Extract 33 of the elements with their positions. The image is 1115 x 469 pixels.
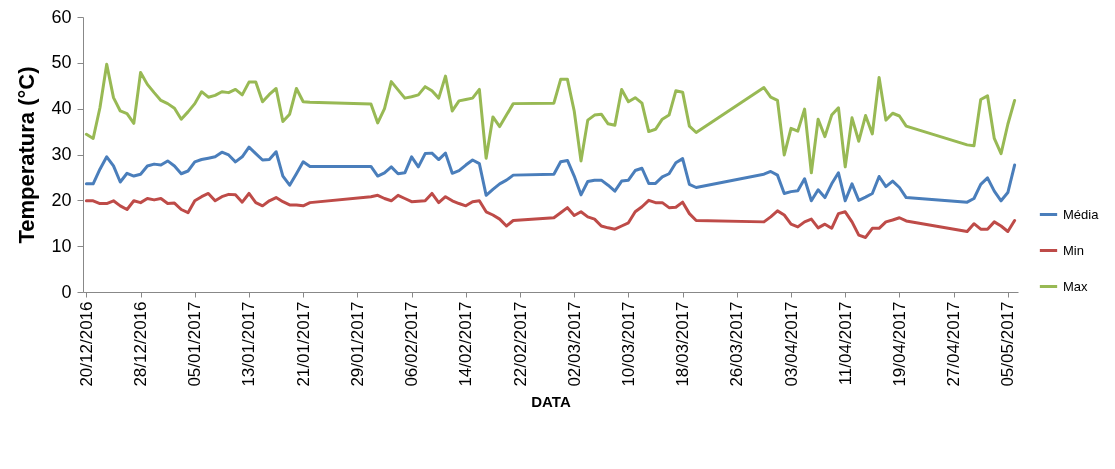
x-tick-label: 29/01/2017 (347, 301, 367, 387)
y-tick-label: 50 (51, 52, 72, 73)
line-series (84, 191, 1017, 239)
line-series (84, 145, 1017, 204)
y-tick-label: 20 (51, 189, 72, 210)
x-axis-title: DATA (531, 392, 571, 410)
y-tick-label: 0 (61, 281, 72, 302)
x-tick-label: 10/03/2017 (618, 301, 638, 387)
x-tick-label: 05/05/2017 (998, 301, 1018, 387)
y-tick-label: 40 (51, 98, 72, 119)
x-tick-label: 21/01/2017 (293, 301, 313, 387)
x-tick-label: 11/04/2017 (835, 301, 855, 386)
line-series (84, 62, 1017, 175)
y-tick-label: 30 (51, 144, 72, 164)
x-tick-label: 14/02/2017 (456, 301, 476, 387)
x-tick-label: 20/12/2016 (76, 301, 96, 387)
x-tick-label: 19/04/2017 (889, 301, 909, 387)
y-tick-label: 60 (51, 6, 72, 27)
x-tick-label: 18/03/2017 (673, 301, 693, 387)
x-tick-label: 03/04/2017 (781, 301, 801, 387)
x-tick-label: 06/02/2017 (402, 301, 422, 387)
x-tick-label: 22/02/2017 (510, 301, 530, 387)
legend-label: Média (1063, 206, 1100, 222)
y-tick-label: 10 (51, 235, 72, 256)
y-axis-title: Temperatura (°C) (14, 66, 40, 244)
x-tick-label: 13/01/2017 (239, 301, 259, 387)
x-tick-label: 28/12/2016 (131, 301, 151, 387)
legend-label: Min (1063, 242, 1084, 258)
x-tick-label: 26/03/2017 (727, 301, 747, 387)
x-tick-label: 02/03/2017 (564, 301, 584, 387)
x-tick-label: 05/01/2017 (185, 301, 205, 387)
legend-label: Max (1063, 278, 1089, 294)
x-tick-label: 27/04/2017 (944, 301, 964, 387)
